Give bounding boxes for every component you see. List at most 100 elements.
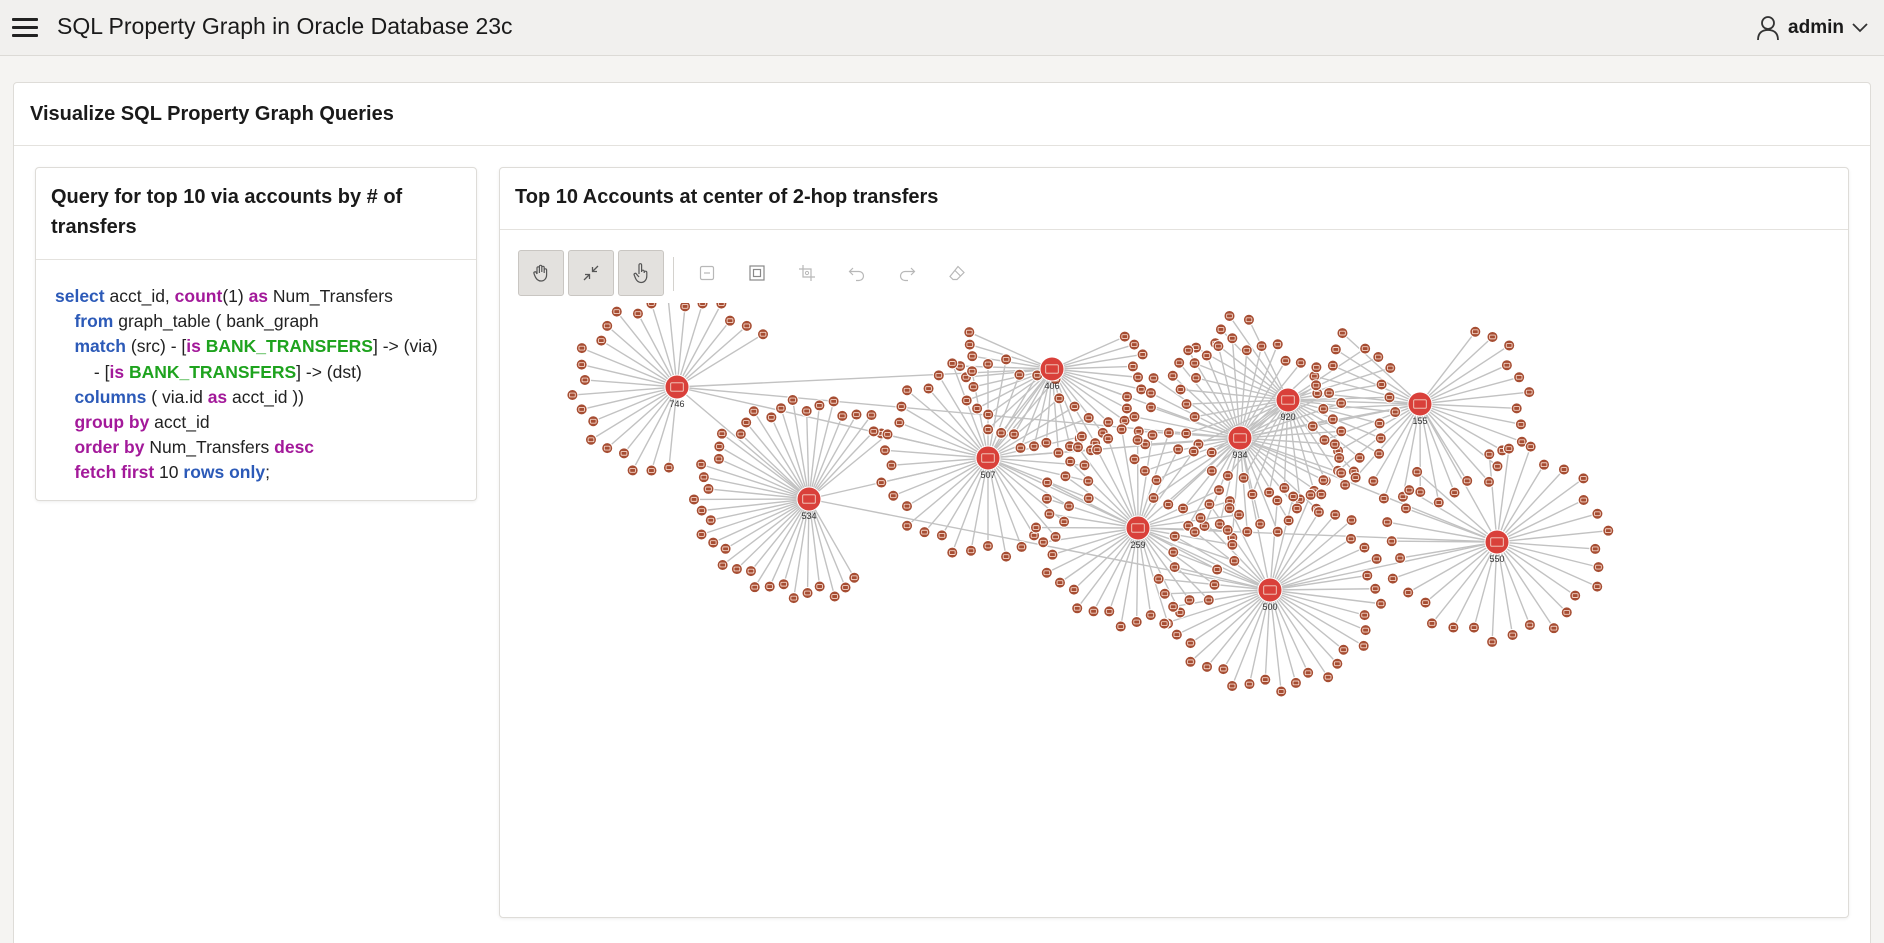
- account-node[interactable]: [887, 489, 900, 502]
- account-node[interactable]: [1058, 515, 1071, 528]
- account-node[interactable]: [1503, 339, 1516, 352]
- account-node[interactable]: [734, 427, 747, 440]
- focus-button[interactable]: [734, 250, 780, 296]
- account-node[interactable]: [1318, 433, 1331, 446]
- account-node[interactable]: [1166, 369, 1179, 382]
- account-node[interactable]: [1375, 378, 1388, 391]
- account-node[interactable]: [696, 303, 709, 310]
- account-node[interactable]: [1323, 386, 1336, 399]
- account-node[interactable]: [963, 338, 976, 351]
- account-node[interactable]: [730, 563, 743, 576]
- account-node[interactable]: [1524, 440, 1537, 453]
- account-node[interactable]: [1208, 578, 1221, 591]
- account-node[interactable]: [1131, 434, 1144, 447]
- account-node[interactable]: [1315, 488, 1328, 501]
- account-node[interactable]: [584, 433, 597, 446]
- account-node[interactable]: [1329, 508, 1342, 521]
- account-node[interactable]: [1194, 511, 1207, 524]
- account-node[interactable]: [966, 350, 979, 363]
- account-node[interactable]: [702, 482, 715, 495]
- account-node[interactable]: [1226, 538, 1239, 551]
- account-node[interactable]: [1162, 426, 1175, 439]
- account-node[interactable]: [645, 464, 658, 477]
- account-node[interactable]: [1188, 357, 1201, 370]
- account-node[interactable]: [1053, 576, 1066, 589]
- account-node[interactable]: [1482, 475, 1495, 488]
- account-node[interactable]: [1162, 498, 1175, 511]
- account-node[interactable]: [1172, 443, 1185, 456]
- account-node[interactable]: [1147, 491, 1160, 504]
- account-node[interactable]: [1333, 451, 1346, 464]
- account-node[interactable]: [715, 427, 728, 440]
- account-node[interactable]: [901, 384, 914, 397]
- account-node[interactable]: [1046, 548, 1059, 561]
- account-node[interactable]: [1188, 410, 1201, 423]
- account-node[interactable]: [1028, 440, 1041, 453]
- account-node[interactable]: [1200, 349, 1213, 362]
- account-node[interactable]: [885, 459, 898, 472]
- account-node[interactable]: [922, 382, 935, 395]
- account-node[interactable]: [1177, 502, 1190, 515]
- account-node[interactable]: [1226, 332, 1239, 345]
- account-node[interactable]: [1425, 617, 1438, 630]
- account-node[interactable]: [881, 428, 894, 441]
- account-node[interactable]: [1384, 361, 1397, 374]
- account-node[interactable]: [932, 369, 945, 382]
- account-node[interactable]: [1259, 673, 1272, 686]
- account-node[interactable]: [1357, 639, 1370, 652]
- account-node[interactable]: [1144, 386, 1157, 399]
- account-node[interactable]: [1158, 617, 1171, 630]
- account-node[interactable]: [662, 461, 675, 474]
- account-node[interactable]: [1287, 490, 1300, 503]
- account-node[interactable]: [748, 581, 761, 594]
- account-node[interactable]: [1344, 532, 1357, 545]
- account-node[interactable]: [1317, 402, 1330, 415]
- account-node[interactable]: [1053, 392, 1066, 405]
- account-node[interactable]: [995, 426, 1008, 439]
- account-node[interactable]: [1336, 327, 1349, 340]
- account-node[interactable]: [964, 544, 977, 557]
- account-node[interactable]: [1114, 620, 1127, 633]
- account-node[interactable]: [1013, 368, 1026, 381]
- account-node[interactable]: [601, 442, 614, 455]
- select-tool-button[interactable]: [618, 250, 664, 296]
- account-node[interactable]: [875, 476, 888, 489]
- fit-to-screen-button[interactable]: [568, 250, 614, 296]
- account-node[interactable]: [740, 416, 753, 429]
- account-node[interactable]: [1510, 402, 1523, 415]
- account-node[interactable]: [1317, 474, 1330, 487]
- account-node[interactable]: [695, 458, 708, 471]
- account-node[interactable]: [1146, 429, 1159, 442]
- reset-button[interactable]: [934, 250, 980, 296]
- account-node[interactable]: [1063, 500, 1076, 513]
- account-node[interactable]: [960, 394, 973, 407]
- undo-button[interactable]: [834, 250, 880, 296]
- account-node[interactable]: [1202, 593, 1215, 606]
- account-node[interactable]: [1246, 488, 1259, 501]
- account-node[interactable]: [1500, 359, 1513, 372]
- account-node[interactable]: [1167, 600, 1180, 613]
- account-node[interactable]: [757, 328, 770, 341]
- account-node[interactable]: [1577, 494, 1590, 507]
- account-node[interactable]: [1447, 621, 1460, 634]
- account-node[interactable]: [1419, 596, 1432, 609]
- account-node[interactable]: [918, 526, 931, 539]
- account-node[interactable]: [1389, 406, 1402, 419]
- account-node[interactable]: [971, 402, 984, 415]
- account-node[interactable]: [1402, 586, 1415, 599]
- account-node[interactable]: [1014, 441, 1027, 454]
- account-node[interactable]: [1271, 338, 1284, 351]
- account-node[interactable]: [1369, 582, 1382, 595]
- account-node[interactable]: [1242, 313, 1255, 326]
- account-node[interactable]: [1592, 561, 1605, 574]
- account-node[interactable]: [1233, 508, 1246, 521]
- account-node[interactable]: [1221, 469, 1234, 482]
- account-node[interactable]: [1271, 525, 1284, 538]
- account-node[interactable]: [1589, 542, 1602, 555]
- account-node[interactable]: [1514, 418, 1527, 431]
- account-node[interactable]: [765, 411, 778, 424]
- account-node[interactable]: [1394, 552, 1407, 565]
- account-node[interactable]: [1373, 417, 1386, 430]
- account-node[interactable]: [1071, 602, 1084, 615]
- account-node[interactable]: [963, 326, 976, 339]
